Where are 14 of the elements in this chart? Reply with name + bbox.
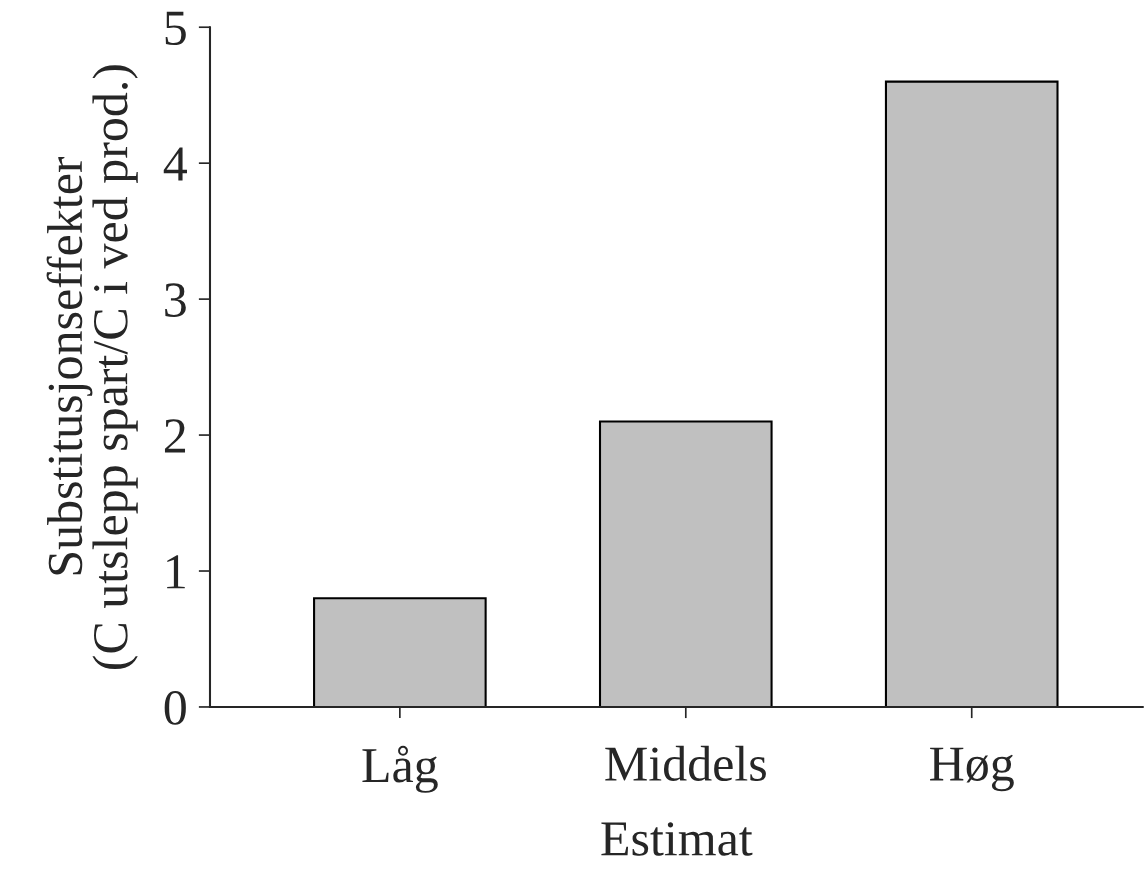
x-tick-label: Låg — [362, 745, 438, 793]
bar — [313, 597, 487, 707]
y-tick-label: 0 — [164, 691, 186, 725]
bar — [598, 420, 773, 707]
y-tick-label: 2 — [164, 419, 186, 453]
x-axis-title: Estimat — [601, 822, 753, 856]
y-tick-label: 4 — [163, 147, 187, 181]
y-tick-label: 5 — [165, 11, 186, 46]
bar — [884, 80, 1059, 707]
y-tick-label: 1 — [167, 555, 185, 589]
y-tick-label: 3 — [165, 283, 186, 317]
x-tick-label: Middels — [605, 745, 766, 782]
y-axis-title: Substitusjonseffekter (C utslepp spart/C i ved prod.) — [46, 65, 138, 670]
x-tick-label: Høg — [930, 747, 1014, 792]
